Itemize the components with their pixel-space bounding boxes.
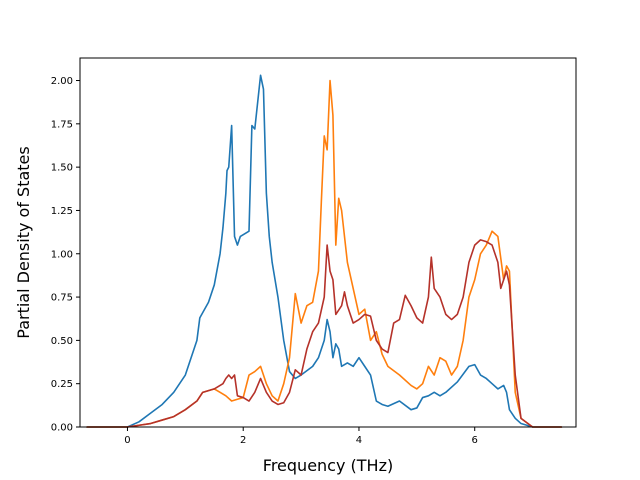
y-tick-label: 2.00 xyxy=(51,76,73,87)
y-tick-label: 0.50 xyxy=(51,336,73,347)
y-tick-label: 0.25 xyxy=(51,379,73,390)
plot-frame xyxy=(79,57,577,428)
y-tick-label: 0.00 xyxy=(51,423,73,434)
y-axis-label: Partial Density of States xyxy=(14,146,33,338)
x-tick-label: 2 xyxy=(240,435,246,446)
y-tick-label: 0.75 xyxy=(51,293,73,304)
series-line-2 xyxy=(86,79,563,428)
y-tick-label: 1.50 xyxy=(51,163,73,174)
y-axis: 0.00 0.25 0.50 0.75 1.00 1.25 1.50 1.75 2.00 xyxy=(51,76,80,434)
x-tick-label: 0 xyxy=(124,435,130,446)
series-line-1 xyxy=(86,74,563,428)
series-line-3 xyxy=(86,239,563,428)
x-tick-label: 4 xyxy=(356,435,362,446)
y-tick-label: 1.00 xyxy=(51,249,73,260)
x-axis-label: Frequency (THz) xyxy=(263,456,393,475)
y-tick-label: 1.25 xyxy=(51,206,73,217)
x-axis: 0 2 4 6 xyxy=(124,427,478,446)
x-tick-label: 6 xyxy=(472,435,478,446)
series-layer xyxy=(86,74,563,428)
y-tick-label: 1.75 xyxy=(51,119,73,130)
